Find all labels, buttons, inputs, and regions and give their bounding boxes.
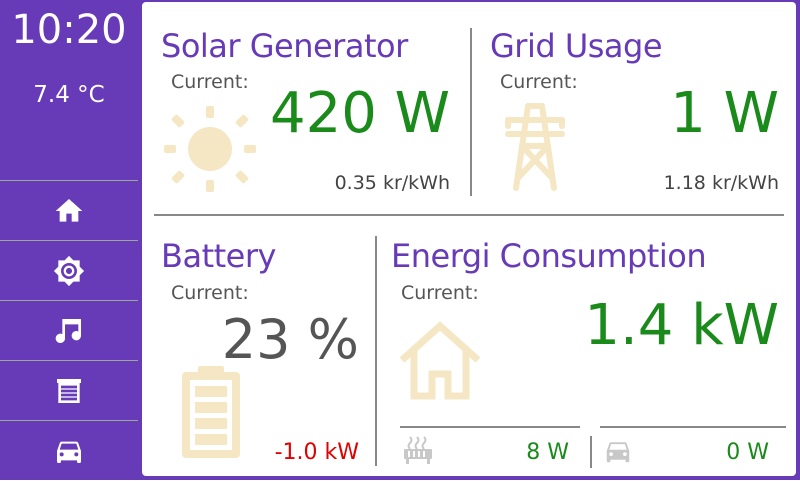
consumption-current-label: Current: bbox=[401, 282, 479, 304]
nav-garage-button[interactable] bbox=[0, 360, 138, 421]
sidebar: 10:20 7.4 °C bbox=[0, 0, 138, 480]
nav-car-button[interactable] bbox=[0, 420, 138, 481]
heater-power-value: 8 W bbox=[526, 440, 569, 465]
solar-power-value: 420 W bbox=[269, 81, 450, 146]
sub-divider bbox=[590, 436, 592, 468]
outdoor-temperature: 7.4 °C bbox=[33, 82, 105, 108]
grid-title: Grid Usage bbox=[490, 27, 663, 65]
nav-music-button[interactable] bbox=[0, 300, 138, 361]
power-tower-icon bbox=[502, 100, 568, 192]
battery-current-label: Current: bbox=[171, 282, 249, 304]
grid-power-value: 1 W bbox=[670, 81, 779, 146]
home-icon bbox=[53, 195, 85, 227]
nav-home-button[interactable] bbox=[0, 180, 138, 241]
garage-door-icon bbox=[53, 375, 85, 407]
heater-icon bbox=[402, 435, 434, 467]
car-power-value: 0 W bbox=[726, 440, 769, 465]
solar-price: 0.35 kr/kWh bbox=[334, 172, 450, 194]
battery-title: Battery bbox=[161, 237, 276, 275]
energy-dashboard: Solar Generator Current: 420 W 0.35 kr/k… bbox=[142, 2, 796, 476]
sun-icon bbox=[164, 104, 256, 194]
solar-title: Solar Generator bbox=[161, 27, 408, 65]
top-divider bbox=[470, 28, 472, 196]
consumption-power-value: 1.4 kW bbox=[584, 293, 779, 358]
heater-divider bbox=[400, 426, 580, 428]
battery-icon bbox=[180, 366, 242, 458]
grid-price: 1.18 kr/kWh bbox=[663, 172, 779, 194]
solar-current-label: Current: bbox=[171, 71, 249, 93]
grid-current-label: Current: bbox=[500, 71, 578, 93]
battery-level-value: 23 % bbox=[221, 308, 359, 371]
nav-lights-button[interactable] bbox=[0, 240, 138, 301]
brightness-icon bbox=[53, 255, 85, 287]
car-icon bbox=[602, 436, 634, 466]
bottom-divider bbox=[375, 236, 377, 466]
car-divider bbox=[600, 426, 786, 428]
battery-power-value: -1.0 kW bbox=[274, 440, 359, 465]
consumption-title: Energi Consumption bbox=[391, 237, 707, 275]
music-note-icon bbox=[53, 315, 85, 347]
car-icon bbox=[53, 435, 85, 467]
clock: 10:20 bbox=[11, 7, 127, 53]
horizontal-divider bbox=[154, 214, 784, 216]
house-icon bbox=[398, 320, 482, 400]
